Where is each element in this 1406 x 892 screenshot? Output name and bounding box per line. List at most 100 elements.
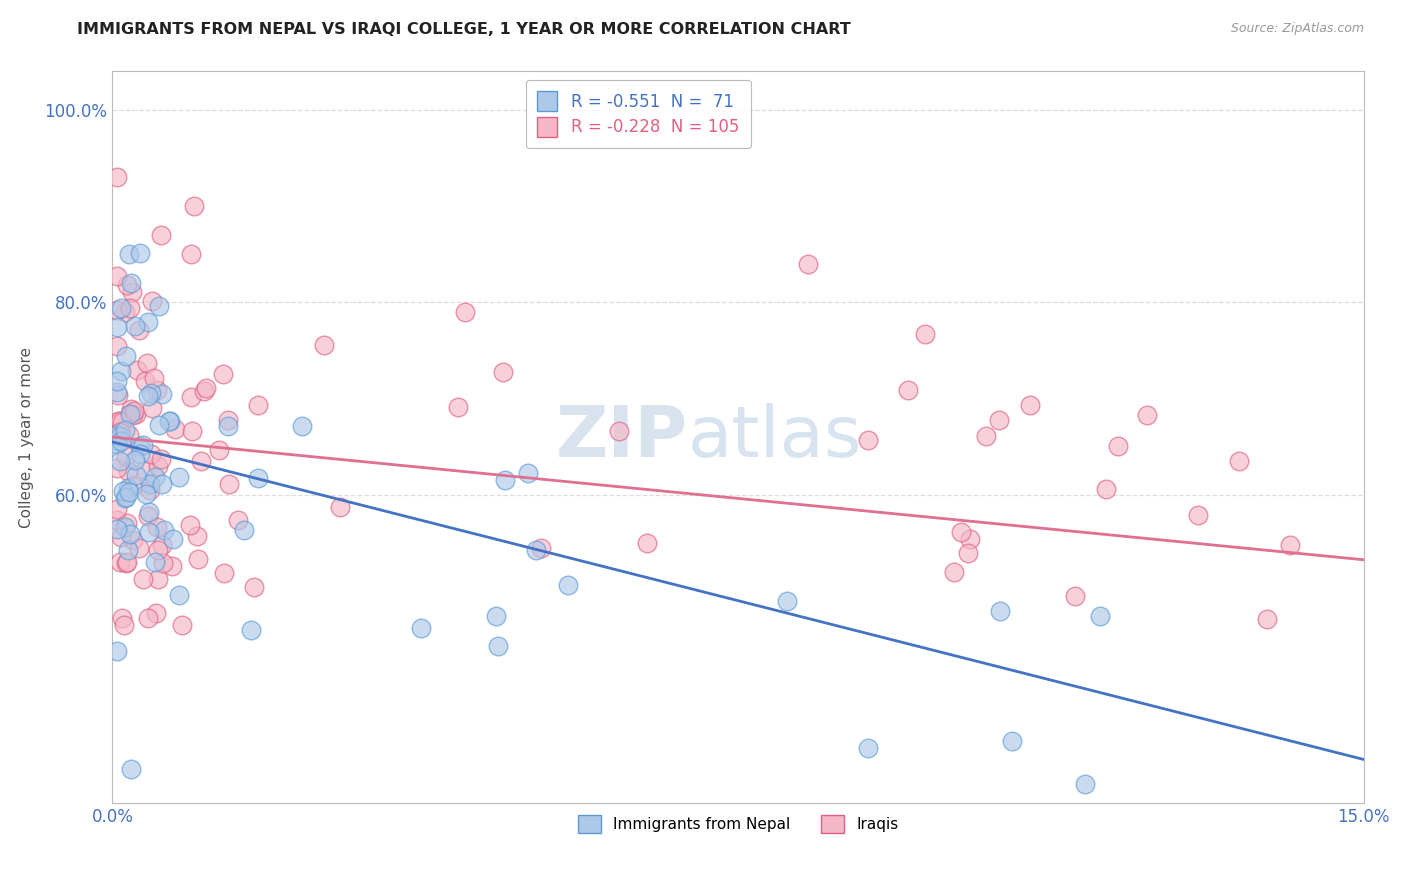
Point <box>180 390 202 404</box>
Point <box>217 413 239 427</box>
Point <box>120 527 142 541</box>
Point <box>128 438 150 452</box>
Point <box>129 246 152 260</box>
Point <box>105 269 128 284</box>
Point <box>148 299 170 313</box>
Point <box>145 606 167 620</box>
Point <box>105 303 128 318</box>
Point <box>148 418 170 433</box>
Point <box>114 305 136 319</box>
Point <box>218 477 240 491</box>
Point <box>409 621 432 635</box>
Point <box>516 467 538 481</box>
Point <box>117 464 139 478</box>
Point <box>135 487 157 501</box>
Point <box>146 458 169 473</box>
Point <box>105 522 128 536</box>
Point <box>167 469 190 483</box>
Point <box>956 546 979 560</box>
Point <box>121 479 143 493</box>
Point <box>157 414 180 428</box>
Point <box>108 414 131 428</box>
Text: atlas: atlas <box>688 402 862 472</box>
Point <box>1229 454 1251 468</box>
Point <box>135 356 157 370</box>
Point <box>150 227 173 242</box>
Point <box>110 415 132 429</box>
Point <box>114 520 136 534</box>
Point <box>110 364 132 378</box>
Point <box>974 429 997 443</box>
Point <box>105 170 128 185</box>
Point <box>120 276 142 290</box>
Point <box>115 349 138 363</box>
Point <box>105 437 128 451</box>
Point <box>107 388 129 402</box>
Point <box>149 451 172 466</box>
Point <box>105 513 128 527</box>
Point <box>152 556 174 570</box>
Point <box>138 504 160 518</box>
Point <box>124 318 146 333</box>
Point <box>141 401 163 416</box>
Point <box>243 580 266 594</box>
Point <box>143 555 166 569</box>
Point <box>108 425 131 439</box>
Point <box>146 520 169 534</box>
Point <box>150 386 173 401</box>
Point <box>108 454 131 468</box>
Point <box>1001 734 1024 748</box>
Point <box>329 500 352 515</box>
Point <box>492 365 515 379</box>
Point <box>118 407 141 421</box>
Point <box>1278 538 1301 552</box>
Point <box>124 453 146 467</box>
Point <box>121 285 143 300</box>
Point <box>454 305 477 319</box>
Legend: Immigrants from Nepal, Iraqis: Immigrants from Nepal, Iraqis <box>572 809 904 839</box>
Point <box>187 552 209 566</box>
Point <box>115 557 138 571</box>
Point <box>988 604 1011 618</box>
Point <box>124 404 146 418</box>
Point <box>125 467 148 482</box>
Point <box>959 532 981 546</box>
Point <box>226 513 249 527</box>
Point <box>110 530 132 544</box>
Point <box>314 338 336 352</box>
Point <box>117 543 139 558</box>
Point <box>120 407 142 421</box>
Point <box>120 762 142 776</box>
Point <box>167 589 190 603</box>
Point <box>112 618 135 632</box>
Point <box>105 384 128 399</box>
Point <box>110 429 132 443</box>
Point <box>1095 482 1118 496</box>
Point <box>134 463 156 477</box>
Point <box>128 323 150 337</box>
Point <box>856 740 879 755</box>
Point <box>115 449 138 463</box>
Point <box>797 257 820 271</box>
Point <box>117 427 139 442</box>
Point <box>105 320 128 334</box>
Point <box>233 523 256 537</box>
Point <box>1073 776 1095 790</box>
Point <box>143 470 166 484</box>
Point <box>208 442 231 457</box>
Point <box>180 424 202 438</box>
Point <box>118 301 141 315</box>
Point <box>110 434 132 449</box>
Point <box>132 572 155 586</box>
Point <box>115 277 138 292</box>
Point <box>150 538 173 552</box>
Point <box>776 594 799 608</box>
Point <box>105 502 128 516</box>
Point <box>180 247 202 261</box>
Point <box>146 572 169 586</box>
Point <box>856 433 879 447</box>
Point <box>141 446 163 460</box>
Point <box>127 363 149 377</box>
Point <box>143 371 166 385</box>
Point <box>136 389 159 403</box>
